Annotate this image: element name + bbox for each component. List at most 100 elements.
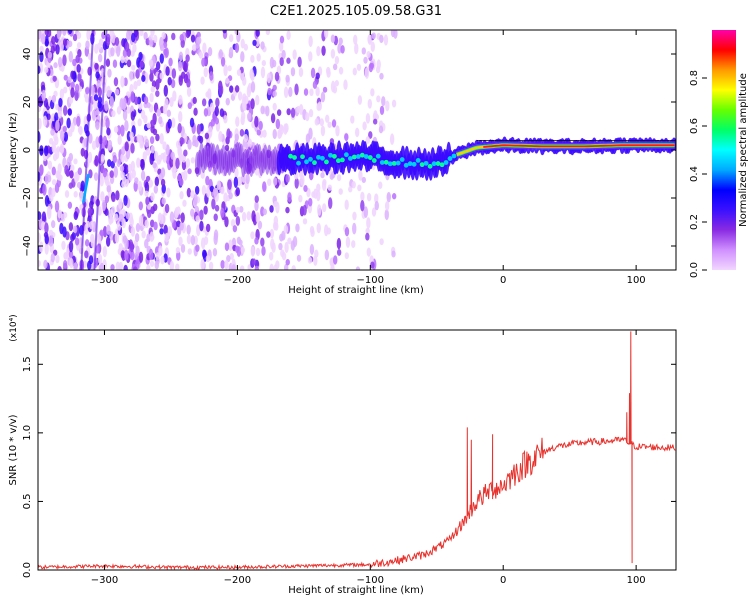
noise-speckle xyxy=(154,176,160,187)
noise-speckle xyxy=(233,176,239,189)
ridge-peak xyxy=(379,160,385,165)
noise-speckle xyxy=(109,96,114,109)
figure-title: C2E1.2025.105.09.58.G31 xyxy=(270,4,442,19)
ridge-peak xyxy=(391,160,397,166)
noise-speckle xyxy=(130,143,135,154)
x-tick-label: −200 xyxy=(224,275,251,286)
noise-speckle xyxy=(182,60,187,71)
noise-speckle xyxy=(270,238,275,250)
ridge-peak xyxy=(312,160,317,166)
noise-speckle xyxy=(130,250,135,261)
noise-speckle xyxy=(59,41,64,52)
noise-speckle xyxy=(54,135,59,146)
noise-speckle xyxy=(288,86,293,98)
noise-speckle xyxy=(239,129,245,137)
noise-speckle xyxy=(180,39,185,48)
noise-speckle xyxy=(175,157,180,170)
noise-speckle xyxy=(117,263,123,270)
noise-speckle xyxy=(260,237,265,247)
noise-speckle xyxy=(210,118,216,127)
noise-speckle xyxy=(44,173,50,185)
noise-speckle xyxy=(76,115,81,127)
snr-y-scale-label: (x10⁴) xyxy=(9,314,19,341)
noise-speckle xyxy=(107,68,112,78)
noise-speckle xyxy=(176,140,181,149)
noise-speckle xyxy=(153,34,158,44)
noise-speckle xyxy=(152,128,158,136)
noise-speckle xyxy=(241,211,247,222)
noise-speckle xyxy=(129,131,134,139)
noise-speckle xyxy=(201,185,207,196)
noise-speckle xyxy=(273,264,278,270)
noise-speckle xyxy=(220,186,225,195)
noise-speckle xyxy=(192,140,197,147)
noise-speckle xyxy=(258,120,263,131)
x-tick-label: −100 xyxy=(357,575,384,586)
noise-speckle xyxy=(152,203,158,212)
noise-speckle xyxy=(235,116,240,127)
noise-speckle xyxy=(381,96,386,107)
noise-speckle xyxy=(302,218,308,225)
colorbar-label: Normalized spectral amplitude xyxy=(738,73,749,227)
noise-speckle xyxy=(275,118,281,130)
colorbar-tick-label: 0.6 xyxy=(689,118,700,134)
noise-speckle xyxy=(228,239,233,251)
noise-speckle xyxy=(178,110,183,123)
noise-speckle xyxy=(43,232,49,239)
noise-speckle xyxy=(196,123,202,135)
noise-speckle xyxy=(250,54,255,63)
y-tick-label: 0.0 xyxy=(22,562,33,578)
noise-speckle xyxy=(159,132,164,145)
noise-speckle xyxy=(116,44,121,57)
noise-speckle xyxy=(260,66,266,79)
noise-speckle xyxy=(144,219,149,229)
ridge-peak xyxy=(431,161,437,167)
noise-speckle xyxy=(200,258,205,270)
noise-speckle xyxy=(193,107,198,116)
noise-speckle xyxy=(126,59,132,68)
noise-speckle xyxy=(80,180,85,192)
snr-frame xyxy=(37,329,677,571)
noise-speckle xyxy=(250,81,256,93)
noise-speckle xyxy=(364,67,370,79)
noise-speckle xyxy=(375,65,381,74)
tone-peak xyxy=(483,144,675,148)
noise-speckle xyxy=(330,48,336,59)
noise-speckle xyxy=(305,112,310,122)
spectrogram-data xyxy=(38,30,676,270)
noise-speckle xyxy=(144,138,150,148)
noise-speckle xyxy=(109,231,114,241)
noise-speckle xyxy=(250,231,255,240)
noise-speckle xyxy=(38,171,41,183)
noise-speckle xyxy=(296,105,301,114)
ridge-peak xyxy=(296,160,301,166)
noise-speckle xyxy=(163,224,168,235)
noise-speckle xyxy=(284,241,289,254)
noise-speckle xyxy=(252,39,257,46)
ridge-peak xyxy=(395,160,401,166)
noise-speckle xyxy=(235,187,240,197)
noise-speckle xyxy=(370,88,375,97)
noise-speckle xyxy=(320,172,325,179)
noise-speckle xyxy=(332,63,338,71)
noise-speckle xyxy=(214,117,220,125)
noise-speckle xyxy=(254,200,259,212)
noise-speckle xyxy=(106,224,111,235)
noise-speckle xyxy=(97,86,103,97)
noise-speckle xyxy=(62,125,67,133)
noise-speckle xyxy=(281,251,287,261)
noise-speckle xyxy=(351,181,356,189)
noise-speckle xyxy=(365,136,371,144)
noise-speckle xyxy=(234,167,239,178)
noise-speckle xyxy=(85,87,90,95)
noise-speckle xyxy=(370,261,375,269)
noise-speckle xyxy=(368,131,373,139)
spectrogram-y-ticks: −40 −20 0 20 40 xyxy=(22,48,676,257)
noise-speckle xyxy=(140,158,145,171)
ridge-peak xyxy=(447,156,453,161)
noise-speckle xyxy=(40,33,46,45)
noise-speckle xyxy=(262,129,267,138)
noise-speckle xyxy=(63,131,69,142)
noise-speckle xyxy=(70,164,75,172)
noise-speckle xyxy=(378,125,384,134)
